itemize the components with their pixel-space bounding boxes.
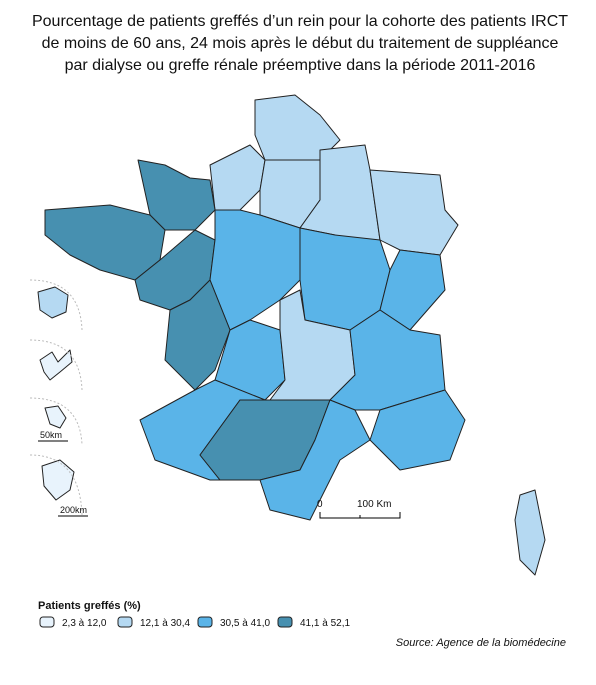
legend-swatch	[277, 616, 293, 628]
region	[259, 399, 371, 521]
legend-title: Patients greffés (%)	[38, 600, 141, 612]
legend-label: 12,1 à 30,4	[140, 618, 190, 629]
inset-scale-label: 50km	[40, 430, 62, 440]
region	[369, 169, 459, 256]
scale: 0 100 Km	[317, 499, 401, 519]
title-line: Pourcentage de patients greffés d’un rei…	[32, 13, 568, 30]
title-line: par dialyse ou greffe rénale préemptive …	[65, 57, 536, 74]
title-line: de moins de 60 ans, 24 mois après le déb…	[42, 35, 559, 52]
inset-frame	[29, 454, 83, 516]
inset-frame	[29, 397, 83, 446]
inset-frame	[29, 279, 83, 331]
scale-distance: 100 Km	[357, 499, 391, 510]
legend-swatch	[117, 616, 133, 628]
regions	[37, 94, 546, 576]
inset-frame	[29, 339, 83, 391]
scale-bar	[319, 512, 401, 519]
legend-label: 2,3 à 12,0	[62, 618, 107, 629]
legend-label: 30,5 à 41,0	[220, 618, 270, 629]
region	[39, 349, 73, 381]
inset-scale-label: 200km	[60, 505, 87, 515]
region	[164, 279, 231, 391]
region	[44, 204, 166, 281]
inset-scales: 50km 200km	[38, 430, 88, 517]
region	[514, 489, 546, 576]
region	[209, 144, 266, 211]
region	[37, 286, 69, 319]
legend-label: 41,1 à 52,1	[300, 618, 350, 629]
title: Pourcentage de patients greffés d’un rei…	[32, 13, 568, 74]
legend-swatch	[197, 616, 213, 628]
legend: Patients greffés (%) 2,3 à 12,0 12,1 à 30…	[38, 600, 350, 629]
scale-zero: 0	[317, 499, 323, 510]
inset-frames	[29, 279, 83, 516]
source: Source: Agence de la biomédecine	[396, 637, 566, 649]
region	[41, 459, 75, 501]
legend-swatch	[39, 616, 55, 628]
region	[44, 405, 67, 429]
